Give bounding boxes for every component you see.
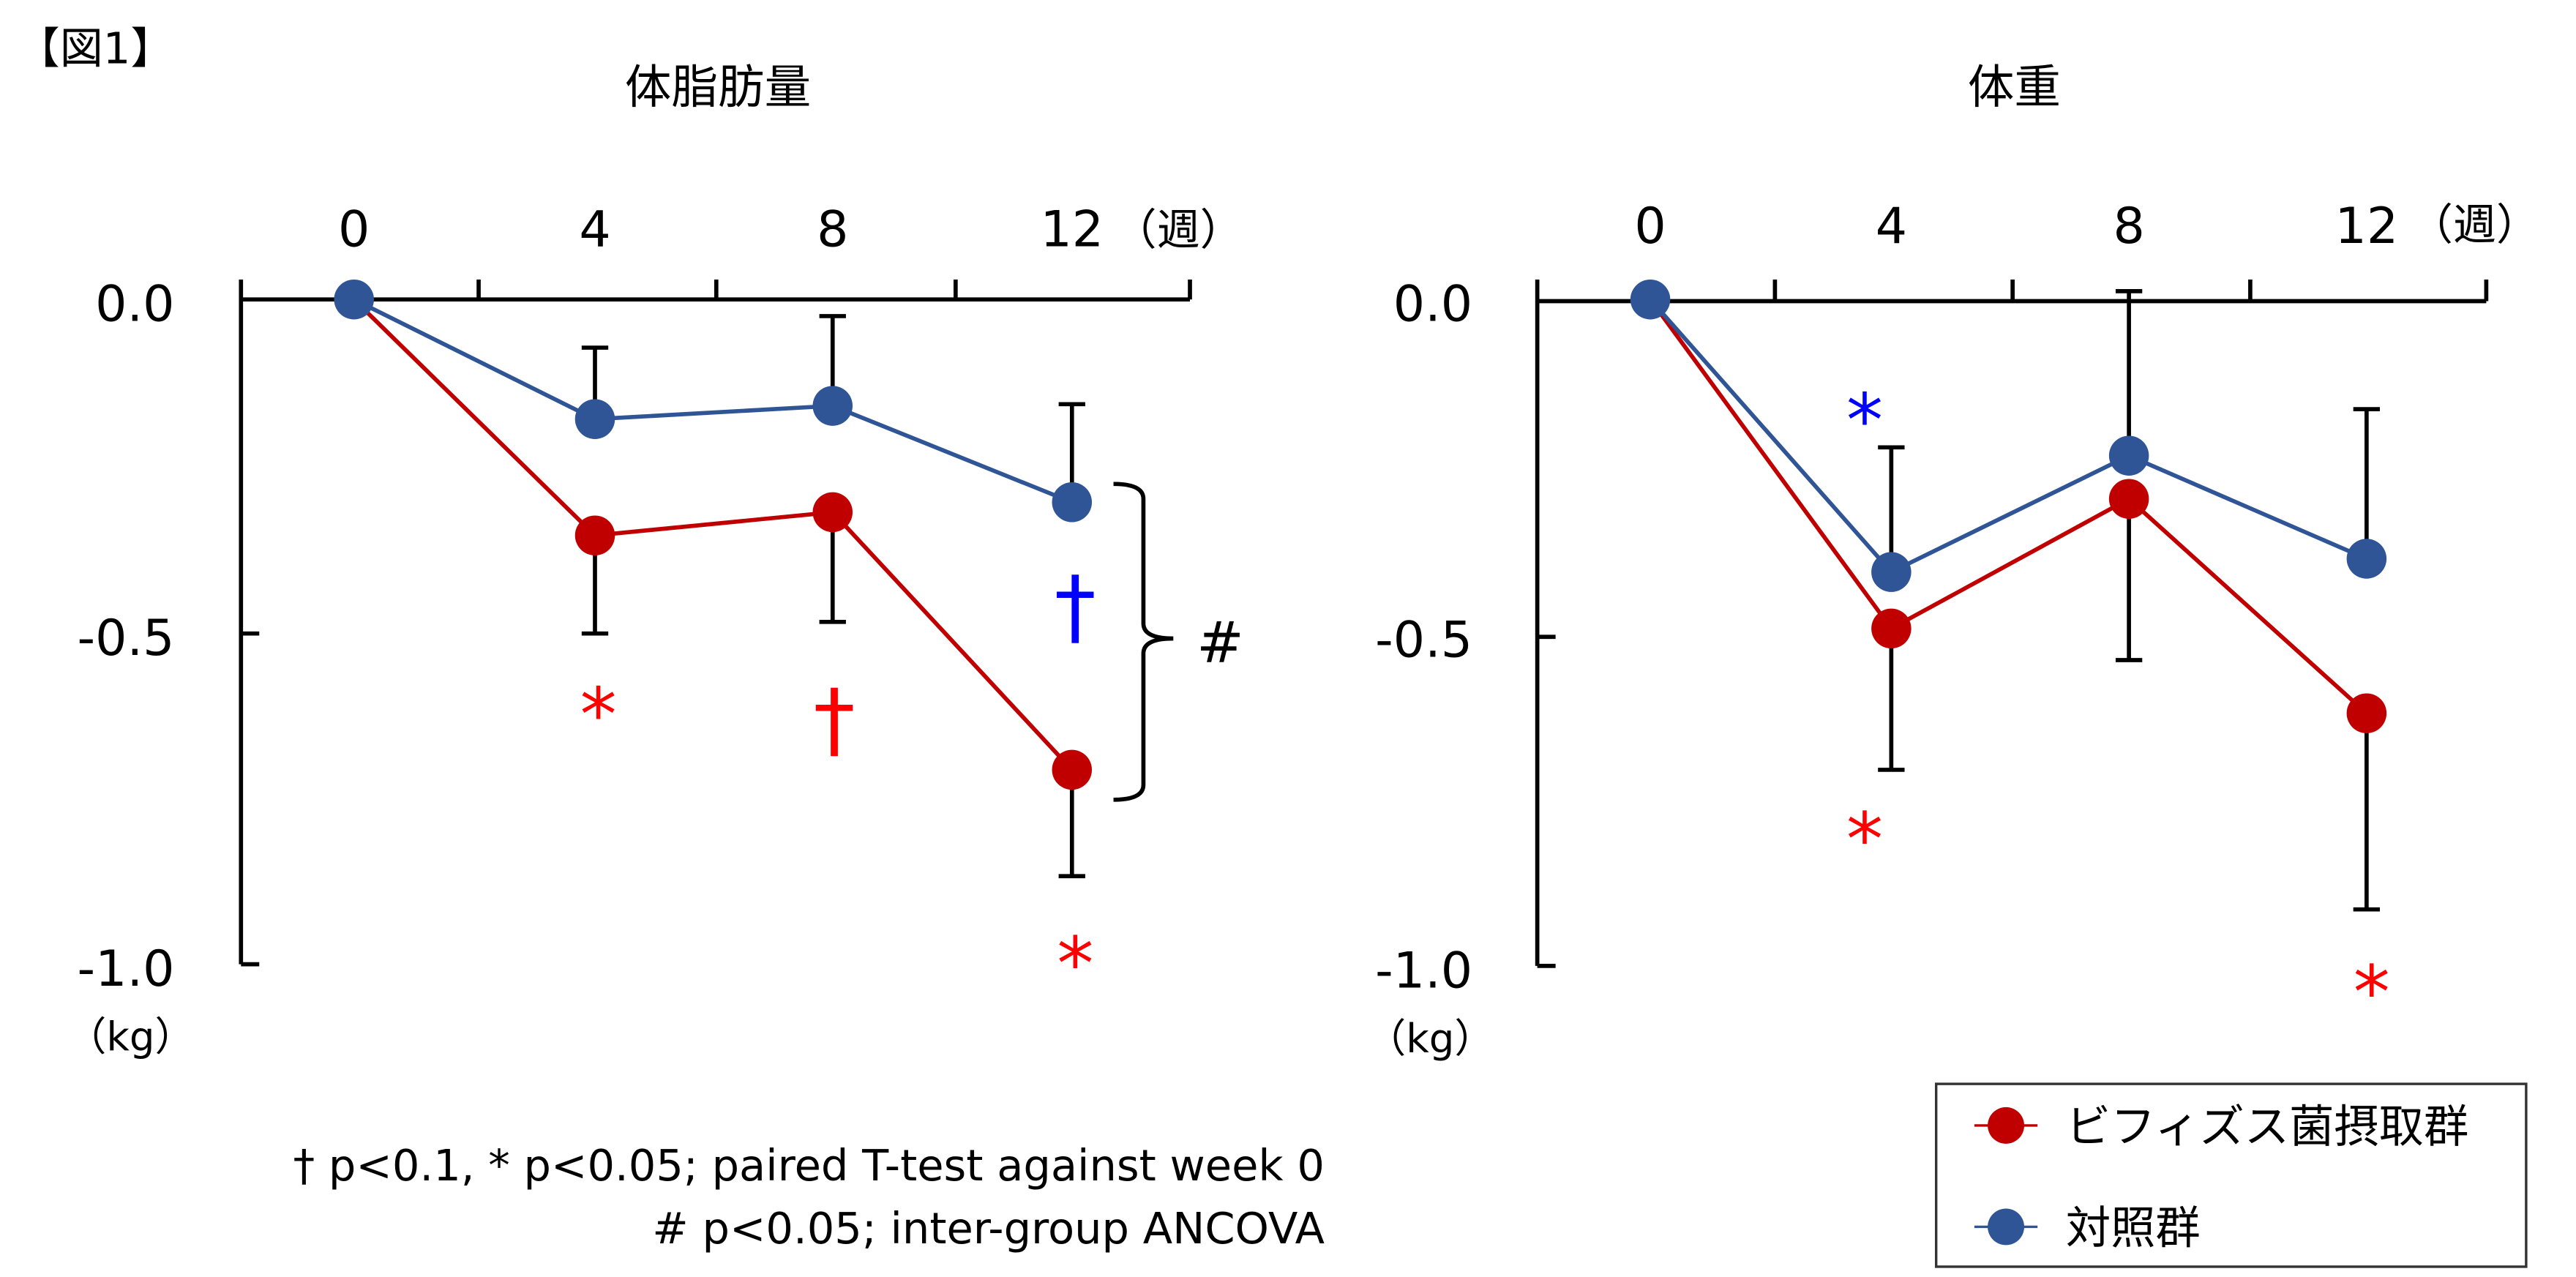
chart-title: 体重 (1968, 60, 2061, 114)
data-points (1630, 279, 2387, 733)
series-line-control (353, 297, 1073, 504)
sig-star: * (1846, 378, 1883, 463)
legend-marker-probiotic (1988, 1106, 2025, 1144)
sig-star: * (580, 672, 617, 757)
x-tick-label: 8 (817, 201, 848, 259)
chart-body-weight: 体重 0 4 8 12 （週） 0.0 -0.5 -1.0 （kg） (1366, 60, 2539, 1062)
footnote-line2: # p<0.05; inter-group ANCOVA (652, 1203, 1325, 1254)
y-tick-label: -0.5 (1375, 611, 1472, 669)
x-unit: （週） (2410, 199, 2539, 250)
sig-dagger: † (814, 671, 855, 768)
x-tick-label: 4 (1876, 198, 1907, 255)
y-unit: （kg） (67, 1014, 195, 1060)
x-tick-label: 4 (579, 201, 610, 259)
legend-marker-control (1988, 1208, 2025, 1246)
x-tick-label: 0 (1634, 198, 1666, 255)
legend-label-control: 対照群 (2066, 1202, 2201, 1254)
x-tick-label: 12 (1040, 201, 1104, 259)
y-tick-label: -0.5 (78, 610, 175, 667)
series-line-control (1648, 298, 2367, 575)
chart-body-fat: 体脂肪量 0 4 8 12 （週） 0.0 -0.5 -1.0 （kg） (67, 60, 1244, 1060)
y-tick-label: 0.0 (1393, 276, 1472, 334)
footnote-line1: † p<0.1, * p<0.05; paired T-test against… (293, 1140, 1325, 1191)
series-line-probiotic (1648, 298, 2368, 715)
sig-star: * (2354, 949, 2390, 1035)
y-tick-label: -1.0 (1375, 942, 1472, 1000)
sig-hash: # (1197, 610, 1244, 675)
sig-dagger: † (1055, 558, 1096, 655)
legend-label-probiotic: ビフィズス菌摂取群 (2066, 1101, 2468, 1153)
x-unit: （週） (1114, 204, 1243, 255)
figure-label: 【図1】 (17, 23, 174, 74)
x-tick-label: 12 (2335, 198, 2399, 255)
y-tick-label: -1.0 (78, 940, 175, 998)
x-tick-label: 8 (2113, 198, 2144, 255)
y-tick-label: 0.0 (95, 276, 174, 334)
chart-title: 体脂肪量 (625, 60, 811, 114)
y-unit: （kg） (1366, 1015, 1494, 1062)
series-line-probiotic (352, 298, 1074, 771)
sig-star: * (1846, 796, 1883, 882)
group-bracket (1113, 482, 1174, 802)
x-tick-label: 0 (338, 201, 370, 259)
data-points (334, 279, 1093, 790)
legend: ビフィズス菌摂取群 対照群 (1934, 1082, 2528, 1268)
sig-star: * (1057, 921, 1093, 1007)
